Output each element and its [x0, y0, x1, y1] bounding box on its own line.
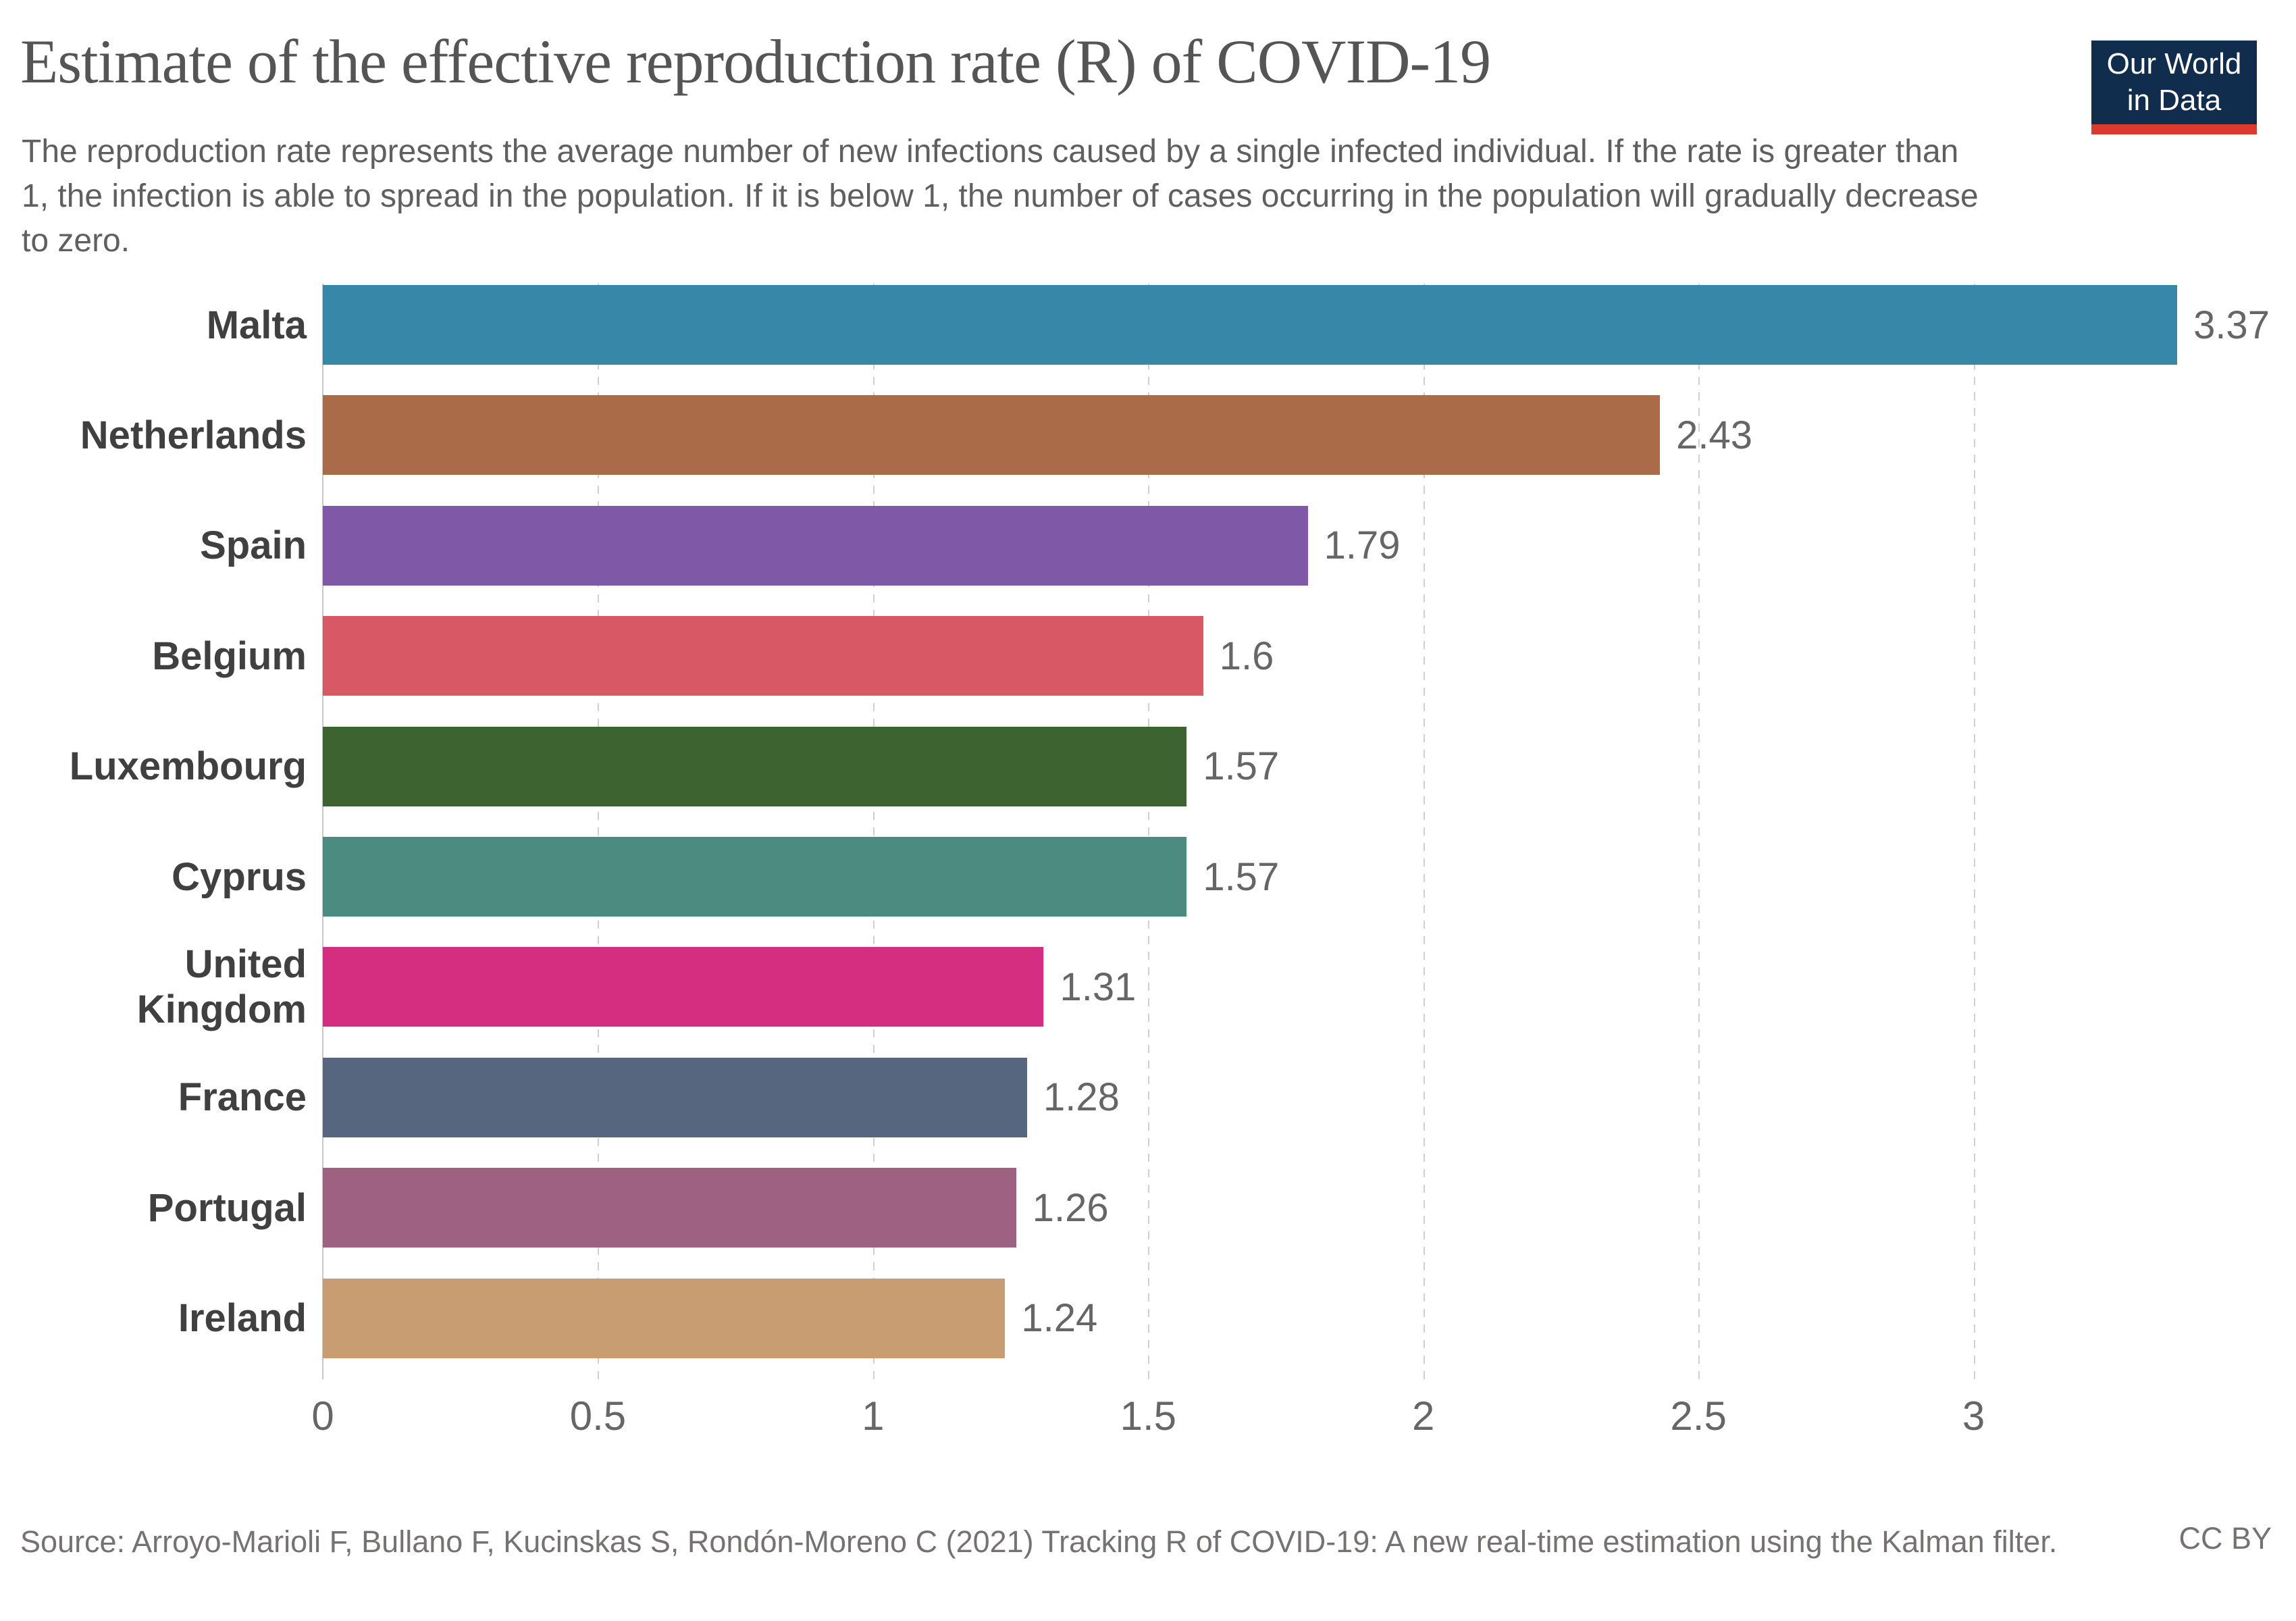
chart-title: Estimate of the effective reproduction r…	[20, 27, 1491, 96]
value-label: 1.57	[1203, 744, 1280, 789]
country-label: France	[178, 1075, 307, 1120]
gridline-x-0.5	[598, 284, 600, 1379]
bar-row: United Kingdom 1.31	[20, 942, 2276, 1032]
country-label: Malta	[206, 303, 307, 347]
bar-row: Cyprus 1.57	[20, 837, 2276, 917]
country-label: Netherlands	[80, 413, 307, 457]
value-label: 1.28	[1043, 1075, 1120, 1120]
x-tick-label-1: 1	[862, 1393, 885, 1439]
bar-track: 1.57	[323, 726, 2249, 806]
x-tick-label-2.5: 2.5	[1670, 1393, 1727, 1439]
bar-row: Spain 1.79	[20, 505, 2276, 586]
owid-logo-line1: Our World	[2106, 47, 2242, 80]
bar-track: 1.24	[323, 1278, 2249, 1358]
bar-row: Ireland 1.24	[20, 1278, 2276, 1358]
value-label: 2.43	[1676, 413, 1752, 457]
x-tick-label-2: 2	[1412, 1393, 1435, 1439]
bar-row: Malta 3.37	[20, 285, 2276, 365]
source-note: Source: Arroyo-Marioli F, Bullano F, Kuc…	[20, 1524, 2058, 1559]
country-label: United Kingdom	[136, 942, 307, 1032]
country-label: Luxembourg	[69, 744, 307, 789]
gridline-x-1.5	[1148, 284, 1150, 1379]
country-label: Cyprus	[172, 854, 307, 899]
x-tick-label-3: 3	[1962, 1393, 1985, 1439]
x-tick-label-0: 0	[311, 1393, 334, 1439]
value-label: 1.26	[1032, 1185, 1109, 1230]
country-label: Belgium	[152, 634, 307, 678]
bar-luxembourg[interactable]	[323, 726, 1187, 806]
bar-france[interactable]	[323, 1057, 1028, 1137]
gridline-x-2.5	[1698, 284, 1700, 1379]
bar-track: 2.43	[323, 395, 2249, 475]
bar-rows-container: Malta 3.37 Netherlands 2.43 Spain 1.79 Belgium…	[20, 285, 2276, 1366]
bar-track: 1.26	[323, 1168, 2249, 1248]
bar-row: Belgium 1.6	[20, 616, 2276, 696]
bar-netherlands[interactable]	[323, 395, 1661, 475]
country-label: Portugal	[147, 1185, 307, 1230]
bar-spain[interactable]	[323, 505, 1308, 586]
gridline-x-2	[1423, 284, 1425, 1379]
bar-malta[interactable]	[323, 285, 2178, 365]
value-label: 1.57	[1203, 854, 1280, 899]
value-label: 3.37	[2193, 303, 2270, 347]
license-label[interactable]: CC BY	[2178, 1521, 2272, 1555]
bar-united-kingdom[interactable]	[323, 947, 1044, 1027]
chart-subtitle: The reproduction rate represents the ave…	[22, 134, 1979, 259]
bar-row: Portugal 1.26	[20, 1168, 2276, 1248]
bar-track: 1.31	[323, 947, 2249, 1027]
bar-track: 1.79	[323, 505, 2249, 586]
value-label: 1.31	[1060, 964, 1137, 1009]
bar-track: 1.57	[323, 837, 2249, 917]
country-label: Ireland	[178, 1296, 307, 1341]
x-tick-label-1.5: 1.5	[1120, 1393, 1176, 1439]
bar-row: Netherlands 2.43	[20, 395, 2276, 475]
bar-row: France 1.28	[20, 1057, 2276, 1137]
bar-cyprus[interactable]	[323, 837, 1187, 917]
bar-belgium[interactable]	[323, 616, 1203, 696]
bar-ireland[interactable]	[323, 1278, 1006, 1358]
gridline-x-1	[872, 284, 875, 1379]
bar-portugal[interactable]	[323, 1168, 1016, 1248]
bar-track: 1.6	[323, 616, 2249, 696]
gridline-x-3	[1973, 284, 1975, 1379]
x-axis: 0 0.5 1 1.5 2 2.5 3	[311, 1393, 2249, 1447]
bar-track: 1.28	[323, 1057, 2249, 1137]
y-axis-line	[322, 284, 323, 1379]
country-label: Spain	[200, 523, 307, 568]
bar-track: 3.37	[323, 285, 2270, 365]
x-tick-label-0.5: 0.5	[569, 1393, 627, 1439]
value-label: 1.6	[1219, 634, 1274, 678]
value-label: 1.24	[1021, 1296, 1098, 1341]
owid-logo-line2: in Data	[2127, 84, 2222, 117]
plot-area	[322, 284, 2249, 1379]
value-label: 1.79	[1324, 523, 1401, 568]
bar-row: Luxembourg 1.57	[20, 726, 2276, 806]
owid-logo[interactable]: Our World in Data	[2091, 41, 2257, 134]
